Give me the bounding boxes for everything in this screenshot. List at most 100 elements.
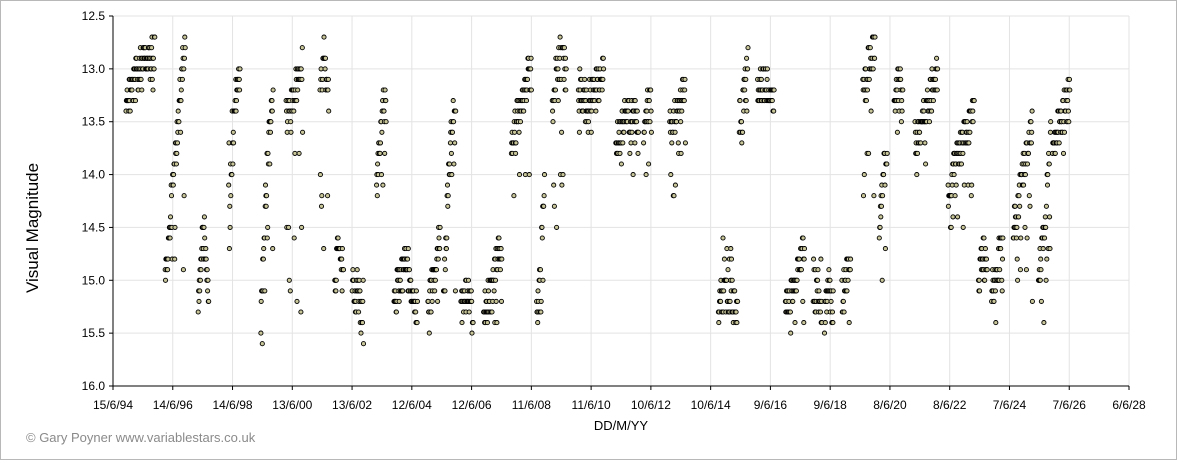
observation-point	[451, 119, 457, 125]
observation-point	[1038, 298, 1044, 304]
observation-point	[739, 140, 745, 146]
observation-point	[173, 161, 179, 167]
observation-point	[325, 193, 331, 199]
observation-point	[269, 108, 275, 114]
observation-point	[576, 129, 582, 135]
observation-point	[632, 98, 638, 104]
observation-point	[551, 203, 557, 209]
observation-point	[617, 150, 623, 156]
x-tick-label: 7/6/26	[1053, 398, 1087, 412]
observation-point	[396, 298, 402, 304]
observation-point	[729, 277, 735, 283]
observation-point	[734, 320, 740, 326]
x-tick-label: 8/6/22	[933, 398, 967, 412]
observation-point	[635, 150, 641, 156]
observation-point	[668, 172, 674, 178]
observation-point	[870, 66, 876, 72]
observation-point	[432, 277, 438, 283]
observation-point	[237, 66, 243, 72]
observation-point	[204, 267, 210, 273]
observation-point	[793, 288, 799, 294]
observation-point	[230, 129, 236, 135]
y-tick-label: 14.5	[82, 220, 106, 234]
observation-point	[559, 129, 565, 135]
observation-point	[1047, 214, 1053, 220]
observation-point	[356, 309, 362, 315]
observation-point	[226, 182, 232, 188]
observation-point	[178, 87, 184, 93]
x-tick-label: 9/6/18	[813, 398, 847, 412]
observation-point	[319, 193, 325, 199]
observation-point	[165, 267, 171, 273]
observation-point	[577, 66, 583, 72]
x-tick-label: 10/6/12	[631, 398, 671, 412]
observation-point	[206, 298, 212, 304]
observation-point	[561, 76, 567, 82]
observation-point	[769, 98, 775, 104]
observation-point	[970, 108, 976, 114]
observation-point	[811, 256, 817, 262]
x-tick-label: 12/6/04	[392, 398, 432, 412]
observation-point	[236, 76, 242, 82]
observation-point	[448, 150, 454, 156]
observation-point	[541, 203, 547, 209]
observation-point	[1017, 203, 1023, 209]
observation-point	[202, 235, 208, 241]
observation-point	[451, 161, 457, 167]
observation-point	[1014, 224, 1020, 230]
observation-point	[465, 277, 472, 283]
observation-point	[641, 140, 647, 146]
x-tick-label: 7/6/24	[993, 398, 1027, 412]
observation-point	[374, 193, 380, 199]
observation-point	[149, 45, 155, 51]
observation-point	[377, 150, 383, 156]
observation-point	[950, 214, 956, 220]
observation-point	[841, 309, 847, 315]
observation-point	[229, 172, 235, 178]
observation-point	[267, 161, 273, 167]
observation-point	[262, 288, 268, 294]
observation-point	[437, 224, 443, 230]
observation-point	[292, 150, 298, 156]
observation-point	[1044, 256, 1050, 262]
observation-point	[1067, 87, 1073, 93]
observation-point	[914, 150, 921, 156]
observation-point	[1022, 224, 1028, 230]
observation-point	[552, 87, 559, 93]
observation-point	[265, 224, 271, 230]
observation-point	[470, 320, 476, 326]
observation-point	[557, 34, 563, 40]
observation-point	[318, 203, 325, 209]
observation-point	[958, 161, 965, 167]
observation-point	[589, 108, 595, 114]
observation-point	[492, 277, 499, 283]
observation-point	[182, 45, 188, 51]
observation-point	[350, 267, 356, 273]
observation-point	[678, 150, 684, 156]
y-axis-label: Visual Magnitude	[23, 163, 42, 293]
observation-point	[672, 129, 678, 135]
observation-point	[828, 298, 834, 304]
observation-point	[630, 172, 636, 178]
observation-point	[997, 267, 1003, 273]
observation-point	[432, 288, 438, 294]
observation-point	[822, 320, 828, 326]
observation-point	[982, 277, 988, 283]
observation-point	[333, 277, 339, 283]
observation-point	[796, 256, 802, 262]
observation-point	[360, 298, 366, 304]
observation-point	[151, 66, 157, 72]
observation-point	[1060, 150, 1067, 156]
observation-point	[964, 119, 970, 125]
observation-point	[934, 87, 940, 93]
observation-point	[170, 182, 176, 188]
observation-point	[728, 246, 734, 252]
observation-point	[800, 235, 806, 241]
x-axis-label: DD/M/YY	[594, 418, 649, 433]
observation-point	[718, 298, 724, 304]
observation-point	[1027, 203, 1033, 209]
observation-point	[436, 235, 442, 241]
observation-point	[1017, 267, 1023, 273]
observation-point	[521, 108, 527, 114]
observation-point	[381, 108, 387, 114]
